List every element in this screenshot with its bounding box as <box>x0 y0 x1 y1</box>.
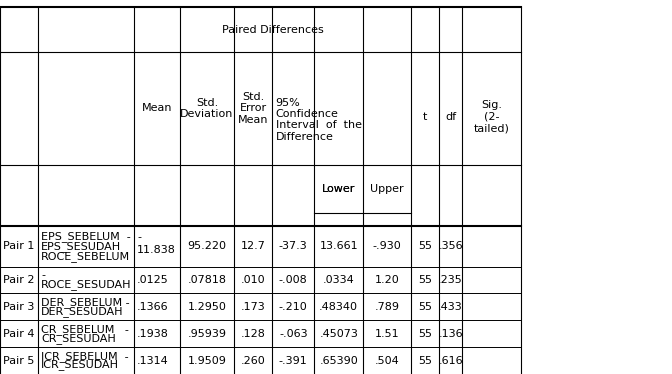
Text: Pair 4: Pair 4 <box>3 329 34 339</box>
Text: -37.3: -37.3 <box>279 241 308 251</box>
Text: 55: 55 <box>418 275 432 285</box>
Text: DER_SEBELUM -: DER_SEBELUM - <box>41 297 130 308</box>
Text: Paired Differences: Paired Differences <box>222 25 324 35</box>
Text: .48340: .48340 <box>319 302 358 312</box>
Text: .45073: .45073 <box>319 329 358 339</box>
Text: Lower: Lower <box>322 184 355 194</box>
Text: 12.7: 12.7 <box>241 241 265 251</box>
Text: .0125: .0125 <box>137 275 169 285</box>
Text: Pair 3: Pair 3 <box>3 302 34 312</box>
Text: Pair 2: Pair 2 <box>3 275 34 285</box>
Text: -.930: -.930 <box>373 241 401 251</box>
Text: .504: .504 <box>375 356 399 365</box>
Text: t: t <box>423 112 427 122</box>
Text: ICR_SESUDAH: ICR_SESUDAH <box>41 359 119 371</box>
Text: Std.
Error
Mean: Std. Error Mean <box>238 92 268 125</box>
Text: ROCE_SEBELUM: ROCE_SEBELUM <box>41 251 130 262</box>
Text: -.008: -.008 <box>279 275 308 285</box>
Text: .433: .433 <box>438 302 463 312</box>
Text: -.063: -.063 <box>279 329 308 339</box>
Text: .010: .010 <box>241 275 265 285</box>
Text: EPS_SEBELUM  -: EPS_SEBELUM - <box>41 231 131 242</box>
Text: Pair 1: Pair 1 <box>3 241 34 251</box>
Text: 1.20: 1.20 <box>375 275 399 285</box>
Text: 13.661: 13.661 <box>319 241 358 251</box>
Text: EPS_SESUDAH: EPS_SESUDAH <box>41 241 121 252</box>
Text: .356: .356 <box>438 241 463 251</box>
Text: .616: .616 <box>438 356 463 365</box>
Text: .1314: .1314 <box>137 356 169 365</box>
Text: 1.51: 1.51 <box>375 329 399 339</box>
Text: -: - <box>137 232 141 242</box>
Text: Interval  of  the: Interval of the <box>276 120 362 130</box>
Text: CR_SESUDAH: CR_SESUDAH <box>41 333 116 344</box>
Text: 55: 55 <box>418 302 432 312</box>
Text: Confidence: Confidence <box>276 109 339 119</box>
Text: .136: .136 <box>438 329 463 339</box>
Text: 95.220: 95.220 <box>187 241 226 251</box>
Text: .95939: .95939 <box>187 329 226 339</box>
Text: .235: .235 <box>438 275 463 285</box>
Text: Upper: Upper <box>370 184 404 194</box>
Text: .260: .260 <box>241 356 265 365</box>
Text: df: df <box>445 112 456 122</box>
Text: -.391: -.391 <box>279 356 308 365</box>
Text: 55: 55 <box>418 241 432 251</box>
Text: 55: 55 <box>418 356 432 365</box>
Text: .1366: .1366 <box>137 302 169 312</box>
Text: 1.9509: 1.9509 <box>187 356 226 365</box>
Text: .1938: .1938 <box>137 329 169 339</box>
Text: 1.2950: 1.2950 <box>187 302 226 312</box>
Text: Sig.
(2-
tailed): Sig. (2- tailed) <box>474 100 509 134</box>
Text: -: - <box>41 270 45 280</box>
Text: Lower: Lower <box>322 184 355 194</box>
Text: 55: 55 <box>418 329 432 339</box>
Text: .173: .173 <box>241 302 265 312</box>
Text: .65390: .65390 <box>319 356 358 365</box>
Text: -.210: -.210 <box>279 302 308 312</box>
Text: .07818: .07818 <box>187 275 226 285</box>
Text: .0334: .0334 <box>323 275 355 285</box>
Text: Std.
Deviation: Std. Deviation <box>180 98 234 119</box>
Text: Pair 5: Pair 5 <box>3 356 34 365</box>
Text: 95%: 95% <box>276 98 300 108</box>
Text: .789: .789 <box>374 302 400 312</box>
Text: DER_SESUDAH: DER_SESUDAH <box>41 306 124 317</box>
Text: CR_SEBELUM   -: CR_SEBELUM - <box>41 324 129 335</box>
Text: Mean: Mean <box>142 104 173 113</box>
Text: Difference: Difference <box>276 132 333 141</box>
Text: ICR_SEBELUM  -: ICR_SEBELUM - <box>41 351 128 362</box>
Text: .128: .128 <box>241 329 265 339</box>
Text: ROCE_SESUDAH: ROCE_SESUDAH <box>41 279 132 290</box>
Text: 11.838: 11.838 <box>137 245 176 255</box>
